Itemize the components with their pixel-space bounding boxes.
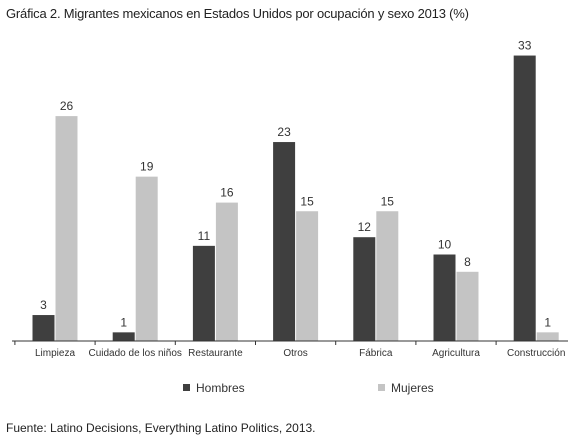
legend-swatch-hombres — [183, 384, 190, 391]
x-ticks-group — [14, 341, 497, 345]
bar-mujeres — [296, 211, 319, 341]
bar-mujeres — [376, 211, 399, 341]
data-label-mujeres: 16 — [220, 186, 234, 200]
source-note: Fuente: Latino Decisions, Everything Lat… — [6, 421, 316, 435]
data-label-mujeres: 1 — [544, 315, 551, 329]
category-label: Limpieza — [35, 348, 75, 359]
bar-mujeres — [135, 176, 158, 341]
bar-mujeres — [456, 271, 479, 341]
category-label: Otros — [283, 348, 307, 359]
bar-hombres — [273, 142, 296, 341]
legend-label-hombres: Hombres — [196, 381, 245, 395]
data-label-mujeres: 26 — [60, 99, 74, 113]
data-label-mujeres: 15 — [381, 194, 395, 208]
data-label-hombres: 3 — [40, 298, 47, 312]
bars-group — [32, 55, 559, 342]
bar-hombres — [433, 254, 456, 341]
bar-hombres — [353, 237, 376, 341]
bar-mujeres — [536, 332, 559, 341]
data-label-hombres: 33 — [518, 39, 532, 53]
bar-hombres — [112, 332, 135, 341]
data-label-hombres: 12 — [358, 220, 372, 234]
bar-hombres — [513, 55, 536, 342]
chart-title: Gráfica 2. Migrantes mexicanos en Estado… — [6, 6, 469, 21]
legend-swatch-mujeres — [378, 384, 385, 391]
data-label-mujeres: 19 — [140, 160, 154, 174]
bar-mujeres — [55, 116, 78, 341]
value-labels-group: 3 26 1 19 11 16 23 15 12 15 10 8 33 1 — [40, 39, 551, 330]
legend: Hombres Mujeres — [183, 381, 434, 395]
data-label-hombres: 10 — [438, 238, 452, 252]
bar-mujeres — [215, 202, 238, 341]
category-label: Fábrica — [359, 348, 393, 359]
bar-hombres — [192, 245, 215, 341]
data-label-mujeres: 15 — [300, 194, 314, 208]
data-label-hombres: 23 — [277, 125, 291, 139]
category-label: Restaurante — [188, 348, 243, 359]
category-label: Cuidado de los niños — [88, 348, 181, 359]
data-label-hombres: 11 — [198, 229, 211, 243]
bar-hombres — [32, 315, 55, 341]
data-label-hombres: 1 — [120, 315, 127, 329]
data-label-mujeres: 8 — [464, 255, 471, 269]
category-label: Agricultura — [432, 348, 480, 359]
category-labels-group: Limpieza Cuidado de los niños Restaurante O… — [35, 348, 565, 359]
legend-label-mujeres: Mujeres — [391, 381, 434, 395]
category-label: Construcción — [507, 348, 565, 359]
